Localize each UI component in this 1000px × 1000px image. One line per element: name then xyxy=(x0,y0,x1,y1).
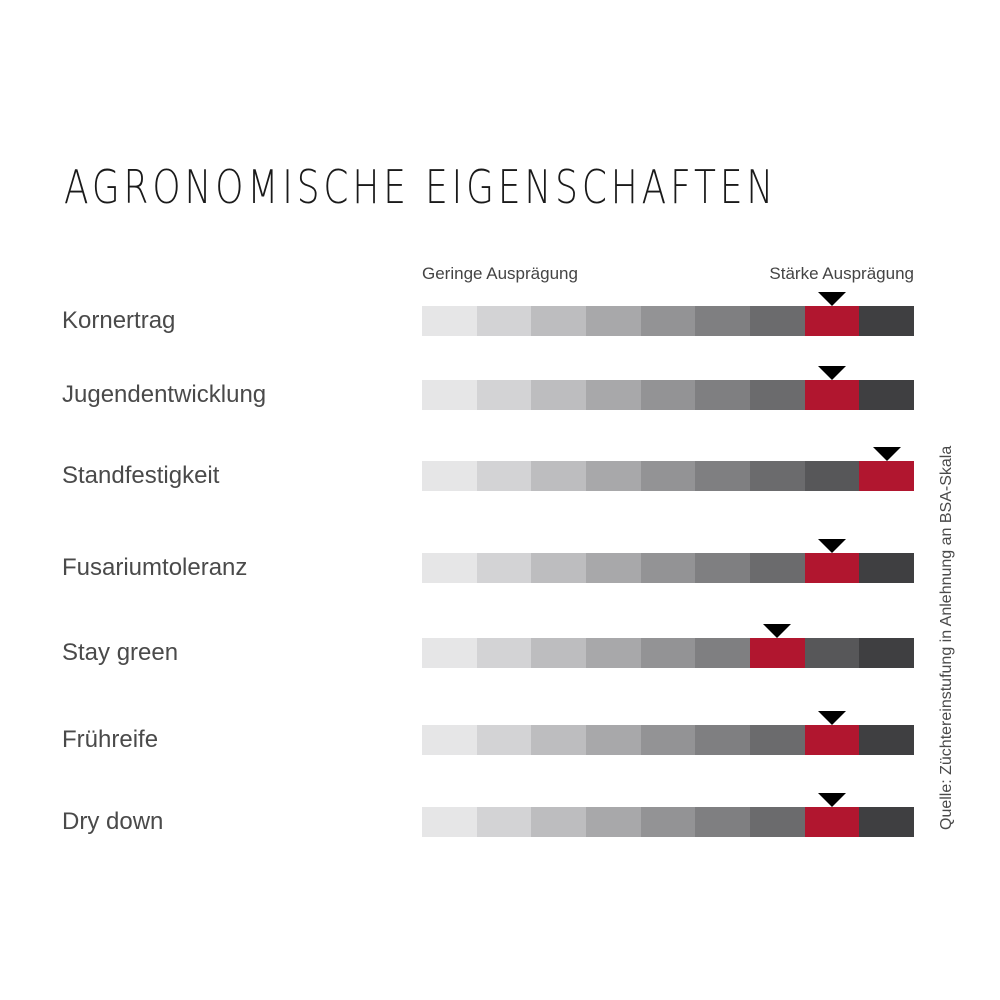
rating-segment xyxy=(695,807,751,837)
rating-bar xyxy=(422,306,915,336)
rating-bar xyxy=(422,380,915,410)
rating-marker-icon xyxy=(818,366,846,380)
rating-segment xyxy=(422,807,477,837)
rating-segment xyxy=(422,638,477,668)
rating-segment xyxy=(695,553,751,583)
rating-segment xyxy=(586,807,641,837)
rating-segment xyxy=(640,306,696,336)
rating-bar xyxy=(422,807,915,837)
trait-label: Jugendentwicklung xyxy=(62,381,267,408)
rating-segment xyxy=(695,725,751,755)
rating-segment xyxy=(476,306,532,336)
page-title: AGRONOMISCHE EIGENSCHAFTEN xyxy=(64,160,778,214)
source-note: Quelle: Züchtereinstufung in Anlehnung a… xyxy=(938,445,955,830)
rating-bar xyxy=(422,725,915,755)
rating-segment xyxy=(531,461,587,491)
rating-segment xyxy=(531,306,587,336)
rating-marker-icon xyxy=(818,793,846,807)
rating-segment xyxy=(586,306,641,336)
rating-segment xyxy=(750,306,805,336)
rating-segment xyxy=(640,380,696,410)
rating-segment xyxy=(586,725,641,755)
rating-segment xyxy=(586,638,641,668)
rating-segment xyxy=(531,553,587,583)
scale-low-label: Geringe Ausprägung xyxy=(422,264,578,283)
trait-label: Frühreife xyxy=(62,726,159,753)
rating-segment xyxy=(422,725,477,755)
rating-segment xyxy=(586,553,641,583)
rating-segment xyxy=(422,553,477,583)
rating-segment xyxy=(859,638,915,668)
rating-segment xyxy=(640,638,696,668)
rating-segment xyxy=(640,461,696,491)
rating-bar xyxy=(422,553,915,583)
rating-segment-selected xyxy=(804,380,860,410)
rating-segment xyxy=(804,461,860,491)
rating-segment xyxy=(422,461,477,491)
rating-segment xyxy=(859,553,915,583)
rating-segment xyxy=(750,380,805,410)
rating-segment xyxy=(476,638,532,668)
rating-segment xyxy=(804,638,860,668)
rating-segment xyxy=(422,380,477,410)
rating-marker-icon xyxy=(818,292,846,306)
rating-segment xyxy=(750,725,805,755)
rating-segment xyxy=(531,725,587,755)
rating-segment xyxy=(476,553,532,583)
rating-segment xyxy=(695,306,751,336)
trait-label: Kornertrag xyxy=(62,307,176,334)
scale-high-label: Stärke Ausprägung xyxy=(769,264,914,283)
rating-marker-icon xyxy=(818,711,846,725)
rating-segment-selected xyxy=(804,306,860,336)
rating-segment xyxy=(695,461,751,491)
trait-label: Fusariumtoleranz xyxy=(62,554,248,581)
rating-segment xyxy=(695,380,751,410)
rating-segment xyxy=(531,638,587,668)
rating-segment xyxy=(859,807,915,837)
rating-segment xyxy=(695,638,751,668)
rating-segment xyxy=(640,807,696,837)
rating-segment-selected xyxy=(750,638,805,668)
rating-segment-selected xyxy=(804,807,860,837)
rating-bar xyxy=(422,461,915,491)
rating-segment xyxy=(476,725,532,755)
rating-segment xyxy=(476,380,532,410)
rating-segment-selected xyxy=(804,553,860,583)
rating-segment xyxy=(640,553,696,583)
rating-segment xyxy=(859,380,915,410)
rating-segment xyxy=(750,553,805,583)
rating-segment xyxy=(476,461,532,491)
rating-segment xyxy=(859,306,915,336)
rating-segment xyxy=(640,725,696,755)
rating-segment xyxy=(750,461,805,491)
rating-segment xyxy=(531,380,587,410)
rating-segment xyxy=(422,306,477,336)
trait-label: Dry down xyxy=(62,808,164,835)
rating-segment xyxy=(586,380,641,410)
rating-bar xyxy=(422,638,915,668)
rating-marker-icon xyxy=(872,447,901,461)
rating-segment xyxy=(750,807,805,837)
trait-label: Stay green xyxy=(62,639,179,666)
rating-marker-icon xyxy=(818,539,846,553)
rating-segment xyxy=(476,807,532,837)
rating-segment-selected xyxy=(804,725,860,755)
trait-label: Standfestigkeit xyxy=(62,462,220,489)
rating-segment xyxy=(531,807,587,837)
rating-segment xyxy=(859,725,915,755)
rating-segment xyxy=(586,461,641,491)
rating-marker-icon xyxy=(763,624,792,638)
rating-segment-selected xyxy=(859,461,915,491)
